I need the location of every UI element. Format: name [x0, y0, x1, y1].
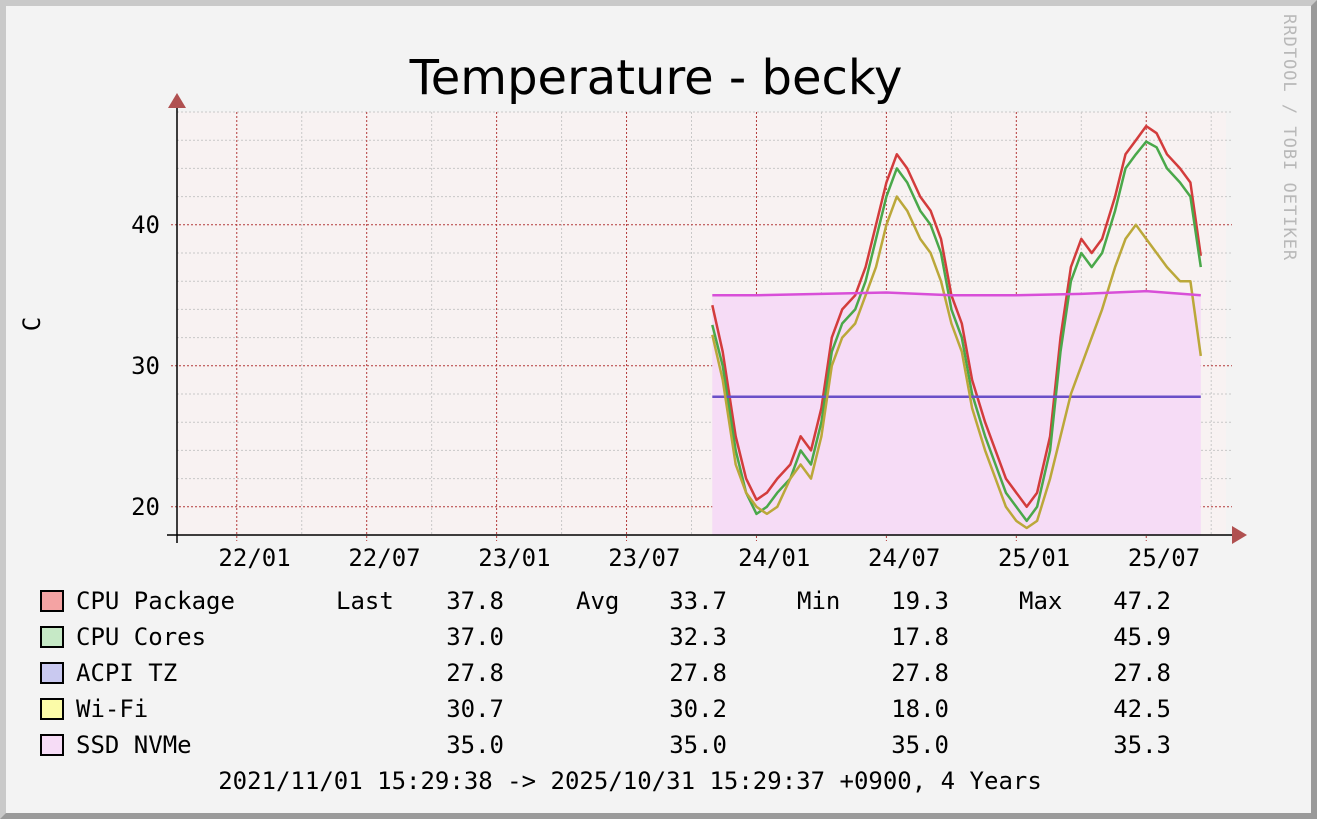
watermark: RRDTOOL / TOBI OETIKER: [1279, 14, 1299, 261]
y-tick-label: 30: [131, 352, 160, 380]
axes: [167, 93, 1247, 544]
legend-header-min: Min: [797, 587, 840, 615]
x-axis-arrow: [1232, 526, 1247, 544]
legend-label: CPU Cores: [76, 623, 206, 651]
legend-value-last: 30.7: [446, 695, 504, 723]
legend-label: Wi-Fi: [76, 695, 148, 723]
x-tick-label: 23/01: [478, 544, 550, 572]
legend-value-max: 35.3: [1113, 731, 1171, 759]
legend-value-avg: 32.3: [669, 623, 727, 651]
legend-swatch: [40, 734, 64, 756]
legend-swatch: [40, 590, 64, 612]
area-layer: [712, 291, 1201, 535]
legend-value-avg: 30.2: [669, 695, 727, 723]
time-range-footer: 2021/11/01 15:29:38 -> 2025/10/31 15:29:…: [218, 767, 1042, 795]
legend-value-max: 47.2: [1113, 587, 1171, 615]
legend-value-avg: 27.8: [669, 659, 727, 687]
legend-value-avg: 35.0: [669, 731, 727, 759]
y-tick-label: 40: [131, 211, 160, 239]
legend-label: ACPI TZ: [76, 659, 177, 687]
y-axis-label: C: [18, 317, 46, 331]
legend-value-min: 19.3: [891, 587, 949, 615]
legend-value-max: 42.5: [1113, 695, 1171, 723]
x-tick-label: 23/07: [608, 544, 680, 572]
y-tick-label: 20: [131, 493, 160, 521]
legend-label: SSD NVMe: [76, 731, 192, 759]
legend-value-last: 37.0: [446, 623, 504, 651]
ssd-nvme-area: [712, 291, 1201, 535]
legend-value-last: 35.0: [446, 731, 504, 759]
legend-value-avg: 33.7: [669, 587, 727, 615]
x-tick-label: 22/01: [218, 544, 290, 572]
x-tick-label: 24/07: [868, 544, 940, 572]
y-axis-arrow: [168, 93, 186, 108]
legend-swatch: [40, 698, 64, 720]
x-tick-label: 24/01: [738, 544, 810, 572]
x-tick-label: 25/07: [1128, 544, 1200, 572]
legend-header-last: Last: [336, 587, 394, 615]
legend-swatch: [40, 662, 64, 684]
series-lines: [711, 124, 1203, 530]
legend-value-max: 27.8: [1113, 659, 1171, 687]
series-line-cpu-package: [711, 124, 1203, 509]
legend-label: CPU Package: [76, 587, 235, 615]
legend-header-max: Max: [1019, 587, 1062, 615]
x-tick-label: 22/07: [348, 544, 420, 572]
legend: Last Avg Min Max CPU Package 37.8 33.7 19.3…: [40, 587, 1171, 759]
legend-header-avg: Avg: [576, 587, 619, 615]
legend-value-max: 45.9: [1113, 623, 1171, 651]
chart-title: Temperature - becky: [409, 50, 903, 106]
series-line-cpu-cores: [711, 140, 1203, 523]
legend-value-last: 27.8: [446, 659, 504, 687]
series-line-ssd-nvme: [712, 289, 1201, 297]
legend-value-min: 27.8: [891, 659, 949, 687]
legend-swatch: [40, 626, 64, 648]
legend-value-min: 35.0: [891, 731, 949, 759]
series-line-wi-fi: [711, 195, 1203, 530]
legend-value-last: 37.8: [446, 587, 504, 615]
x-tick-label: 25/01: [998, 544, 1070, 572]
tick-labels: 20 30 40 22/01 22/07 23/01 23/07 24/01 24/07 25/0…: [131, 211, 1200, 572]
legend-value-min: 17.8: [891, 623, 949, 651]
legend-value-min: 18.0: [891, 695, 949, 723]
